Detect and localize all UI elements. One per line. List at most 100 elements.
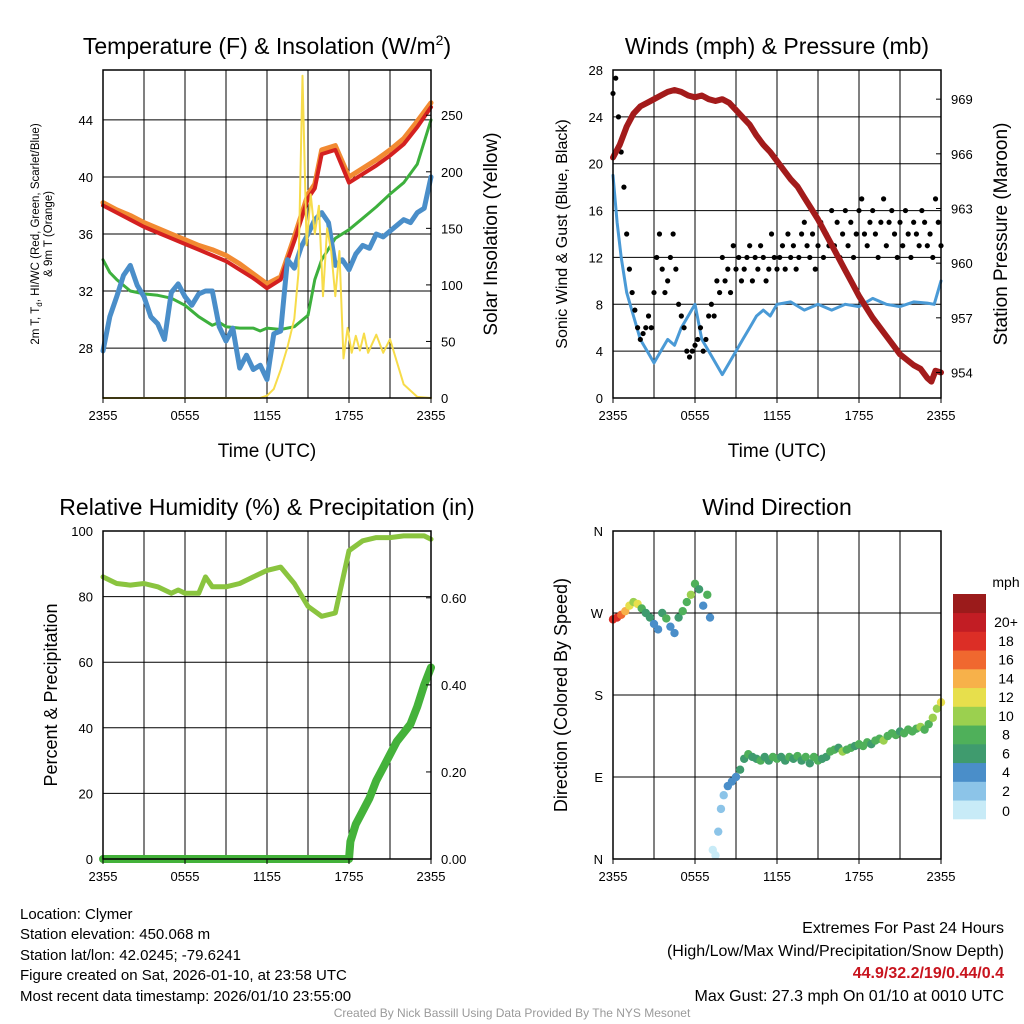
y2-tick-label: 200	[441, 165, 463, 180]
colorbar-label: 4	[1002, 764, 1010, 780]
gust-point	[788, 254, 794, 261]
direction-point	[653, 625, 663, 634]
direction-point	[674, 613, 683, 622]
extremes-legend: (High/Low/Max Wind/Precipitation/Snow De…	[666, 942, 1004, 960]
relative-humidity-line	[100, 533, 434, 619]
gust-point	[727, 289, 734, 296]
rh-panel	[99, 530, 435, 864]
gust-point	[640, 330, 646, 337]
figure-created: Figure created on Sat, 2026-01-10, at 23…	[20, 967, 347, 985]
dir-panel	[608, 530, 946, 864]
x-tick-label: 1755	[335, 408, 364, 423]
y-axis-label: 2m T, Td, HI/WC (Red, Green, Scarlet/Blu…	[30, 123, 55, 344]
gust-point	[744, 254, 750, 261]
y2-tick-label: 100	[441, 278, 463, 293]
colorbar-label: 20+	[994, 614, 1018, 630]
y-axis-label: Percent & Precipitation	[41, 603, 61, 786]
gust-point	[864, 243, 870, 249]
gust-point	[779, 243, 786, 249]
gust-point	[804, 243, 810, 249]
x-tick-label: 1755	[845, 869, 874, 884]
y-label-part: 2m T, T	[30, 307, 42, 345]
gust-point	[654, 254, 660, 261]
y-axis-label: Direction (Colored By Speed)	[551, 578, 571, 812]
chart-title-sup: 2	[436, 32, 444, 48]
gust-point	[719, 254, 725, 261]
gust-point	[905, 231, 911, 237]
direction-point	[678, 606, 687, 616]
x-tick-label: 1155	[253, 408, 281, 423]
y2-tick-label: 0.60	[441, 591, 466, 606]
station-pressure-line	[610, 87, 944, 385]
gust-point	[927, 231, 933, 237]
gust-point	[741, 266, 747, 272]
colorbar-swatch	[953, 800, 986, 820]
gust-point	[766, 266, 772, 272]
y-tick-label: 40	[79, 721, 93, 736]
gust-point	[930, 254, 936, 261]
extremes-panel: Extremes For Past 24 Hours (High/Low/Max…	[667, 918, 1004, 1008]
y-tick-label: S	[594, 688, 603, 703]
gust-point	[900, 243, 906, 249]
colorbar-label: 6	[1002, 745, 1010, 761]
x-tick-label: 2355	[89, 408, 118, 423]
x-tick-label: 0555	[171, 408, 200, 423]
direction-point	[735, 765, 745, 774]
y-tick-label: N	[594, 852, 603, 867]
gust-point	[777, 254, 783, 261]
gust-point	[793, 266, 799, 272]
y-tick-label: 28	[79, 341, 93, 356]
y2-tick-label: 969	[951, 92, 973, 107]
gust-point	[801, 219, 807, 225]
td-line	[101, 118, 433, 333]
gust-point	[919, 207, 925, 214]
direction-point	[666, 622, 675, 631]
gust-point	[809, 231, 816, 237]
gust-point	[820, 254, 827, 261]
precipitation-line	[99, 663, 435, 863]
y-tick-label: 0	[596, 391, 603, 406]
colorbar-label: 16	[998, 652, 1014, 668]
gust-point	[736, 254, 742, 261]
x-tick-label: 2355	[417, 869, 446, 884]
x-tick-label: 2355	[927, 869, 956, 884]
y2-axis-label: Solar Insolation (Yellow)	[481, 132, 502, 335]
direction-point	[694, 585, 704, 594]
gust-point	[725, 266, 731, 272]
wind-panel	[610, 69, 944, 403]
gust-point	[711, 313, 717, 319]
gust-point	[883, 243, 889, 249]
gust-point	[897, 219, 903, 225]
station-latlon: Station lat/lon: 42.0245; -79.6241	[20, 946, 242, 964]
y-tick-label: 80	[79, 590, 93, 605]
colorbar-swatch	[953, 650, 986, 670]
gust-point	[689, 348, 695, 354]
y2-tick-label: 957	[951, 311, 973, 326]
gust-point	[886, 219, 892, 225]
direction-point	[716, 804, 726, 814]
direction-point	[699, 601, 708, 610]
gust-point	[891, 231, 898, 237]
gust-point	[752, 254, 758, 261]
colorbar-swatch	[953, 706, 986, 726]
gust-point	[678, 313, 684, 319]
gust-point	[730, 243, 736, 249]
gust-point	[902, 207, 909, 214]
gust-point	[796, 254, 802, 261]
chart-title: Temperature (F) & Insolation (W/m2)	[83, 32, 451, 59]
gust-point	[717, 289, 723, 296]
gust-point	[881, 196, 887, 202]
gust-point	[700, 348, 706, 354]
y-tick-label: 20	[79, 786, 93, 801]
gust-point	[872, 231, 879, 237]
gust-point	[613, 75, 619, 81]
x-axis-label: Time (UTC)	[728, 441, 827, 462]
gust-point	[935, 219, 941, 225]
gust-point	[870, 207, 876, 214]
colorbar-swatch	[953, 781, 986, 801]
chart-title-close: )	[443, 33, 451, 59]
y-label-part: , HI/WC (Red, Green, Scarlet/Blue)	[30, 123, 42, 302]
hi-wc-line	[100, 174, 434, 382]
y-tick-label: 32	[79, 284, 93, 299]
gust-point	[856, 207, 862, 214]
